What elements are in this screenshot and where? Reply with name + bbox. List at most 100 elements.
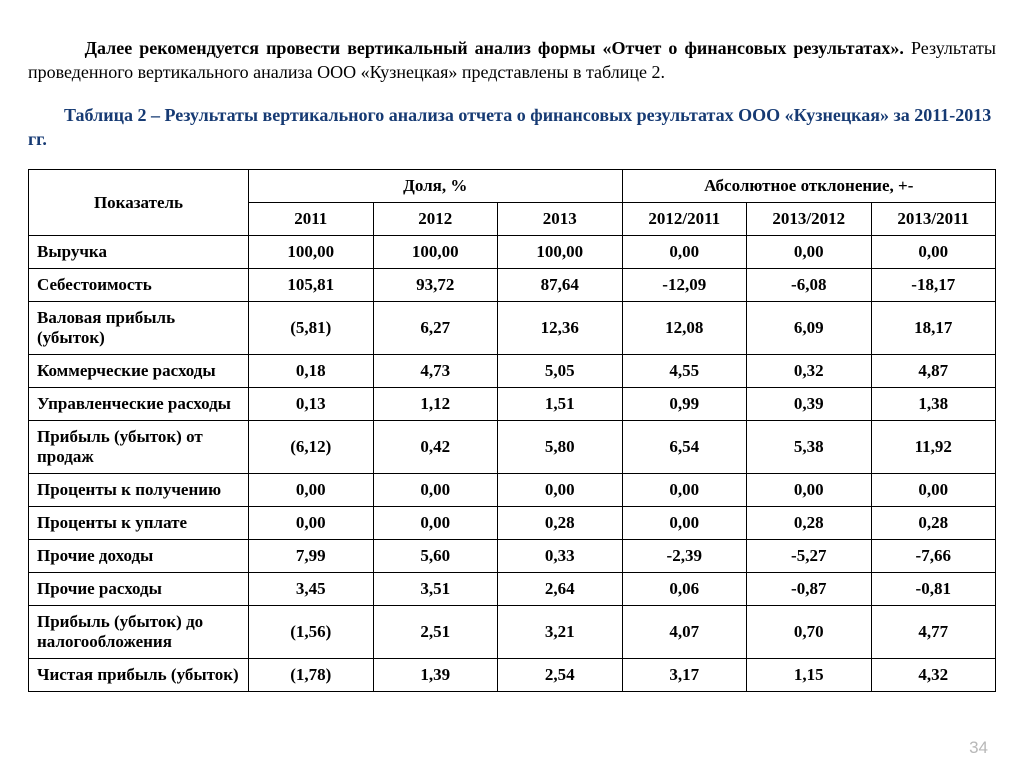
row-label: Управленческие расходы: [29, 388, 249, 421]
cell-value: 1,12: [373, 388, 498, 421]
cell-value: 4,73: [373, 355, 498, 388]
cell-value: 0,00: [622, 507, 747, 540]
table-row: Чистая прибыль (убыток)(1,78)1,392,543,1…: [29, 659, 996, 692]
cell-value: 5,80: [498, 421, 623, 474]
th-2013: 2013: [498, 203, 623, 236]
th-d1: 2012/2011: [622, 203, 747, 236]
cell-value: 0,00: [249, 507, 374, 540]
caption-text: Таблица 2 – Результаты вертикального ана…: [28, 105, 991, 149]
cell-value: (1,78): [249, 659, 374, 692]
row-label: Прибыль (убыток) от продаж: [29, 421, 249, 474]
cell-value: 0,00: [373, 474, 498, 507]
cell-value: 7,99: [249, 540, 374, 573]
cell-value: 4,32: [871, 659, 996, 692]
cell-value: 5,05: [498, 355, 623, 388]
page-number: 34: [969, 738, 988, 758]
cell-value: 0,28: [871, 507, 996, 540]
cell-value: -5,27: [747, 540, 872, 573]
cell-value: 6,27: [373, 302, 498, 355]
cell-value: 0,99: [622, 388, 747, 421]
cell-value: 1,39: [373, 659, 498, 692]
cell-value: 0,00: [373, 507, 498, 540]
table-row: Прочие расходы3,453,512,640,06-0,87-0,81: [29, 573, 996, 606]
cell-value: 0,00: [747, 236, 872, 269]
cell-value: -7,66: [871, 540, 996, 573]
cell-value: 1,38: [871, 388, 996, 421]
cell-value: 4,55: [622, 355, 747, 388]
table-caption: Таблица 2 – Результаты вертикального ана…: [28, 103, 996, 152]
table-row: Проценты к получению0,000,000,000,000,00…: [29, 474, 996, 507]
th-indicator: Показатель: [29, 170, 249, 236]
cell-value: 0,18: [249, 355, 374, 388]
cell-value: 5,60: [373, 540, 498, 573]
cell-value: 105,81: [249, 269, 374, 302]
indent: [28, 38, 85, 58]
table-row: Прибыль (убыток) до налогообложения(1,56…: [29, 606, 996, 659]
cell-value: 0,33: [498, 540, 623, 573]
row-label: Выручка: [29, 236, 249, 269]
vertical-analysis-table: Показатель Доля, % Абсолютное отклонение…: [28, 169, 996, 692]
cell-value: 6,09: [747, 302, 872, 355]
cell-value: 3,21: [498, 606, 623, 659]
cell-value: 6,54: [622, 421, 747, 474]
table-row: Коммерческие расходы0,184,735,054,550,32…: [29, 355, 996, 388]
cell-value: 3,45: [249, 573, 374, 606]
cell-value: 3,17: [622, 659, 747, 692]
cell-value: 0,28: [498, 507, 623, 540]
cell-value: 0,06: [622, 573, 747, 606]
table-row: Валовая прибыль (убыток)(5,81)6,2712,361…: [29, 302, 996, 355]
cell-value: 0,28: [747, 507, 872, 540]
cell-value: 5,38: [747, 421, 872, 474]
cell-value: (6,12): [249, 421, 374, 474]
table-row: Прочие доходы7,995,600,33-2,39-5,27-7,66: [29, 540, 996, 573]
row-label: Чистая прибыль (убыток): [29, 659, 249, 692]
row-label: Проценты к получению: [29, 474, 249, 507]
cell-value: 0,39: [747, 388, 872, 421]
th-share: Доля, %: [249, 170, 623, 203]
cell-value: -18,17: [871, 269, 996, 302]
table-row: Выручка100,00100,00100,000,000,000,00: [29, 236, 996, 269]
cell-value: -2,39: [622, 540, 747, 573]
cell-value: 3,51: [373, 573, 498, 606]
cell-value: 100,00: [249, 236, 374, 269]
cell-value: 0,00: [747, 474, 872, 507]
row-label: Прочие расходы: [29, 573, 249, 606]
indent2: [28, 105, 64, 125]
cell-value: 12,36: [498, 302, 623, 355]
cell-value: -0,87: [747, 573, 872, 606]
cell-value: 0,42: [373, 421, 498, 474]
table-row: Проценты к уплате0,000,000,280,000,280,2…: [29, 507, 996, 540]
cell-value: 4,77: [871, 606, 996, 659]
cell-value: 100,00: [498, 236, 623, 269]
cell-value: (5,81): [249, 302, 374, 355]
table-row: Прибыль (убыток) от продаж(6,12)0,425,80…: [29, 421, 996, 474]
table-row: Себестоимость105,8193,7287,64-12,09-6,08…: [29, 269, 996, 302]
cell-value: 1,15: [747, 659, 872, 692]
cell-value: 93,72: [373, 269, 498, 302]
row-label: Коммерческие расходы: [29, 355, 249, 388]
th-d3: 2013/2011: [871, 203, 996, 236]
cell-value: 18,17: [871, 302, 996, 355]
cell-value: 2,64: [498, 573, 623, 606]
table-row: Управленческие расходы0,131,121,510,990,…: [29, 388, 996, 421]
cell-value: -12,09: [622, 269, 747, 302]
th-d2: 2013/2012: [747, 203, 872, 236]
cell-value: 2,51: [373, 606, 498, 659]
row-label: Валовая прибыль (убыток): [29, 302, 249, 355]
cell-value: 4,87: [871, 355, 996, 388]
cell-value: 100,00: [373, 236, 498, 269]
cell-value: (1,56): [249, 606, 374, 659]
cell-value: 0,00: [871, 474, 996, 507]
intro-bold: Далее рекомендуется провести вертикальны…: [85, 38, 904, 58]
cell-value: 87,64: [498, 269, 623, 302]
cell-value: 0,00: [871, 236, 996, 269]
intro-paragraph: Далее рекомендуется провести вертикальны…: [28, 36, 996, 85]
cell-value: 12,08: [622, 302, 747, 355]
cell-value: 0,32: [747, 355, 872, 388]
cell-value: 11,92: [871, 421, 996, 474]
cell-value: 0,70: [747, 606, 872, 659]
cell-value: 4,07: [622, 606, 747, 659]
th-absdev: Абсолютное отклонение, +-: [622, 170, 996, 203]
cell-value: 2,54: [498, 659, 623, 692]
cell-value: -6,08: [747, 269, 872, 302]
